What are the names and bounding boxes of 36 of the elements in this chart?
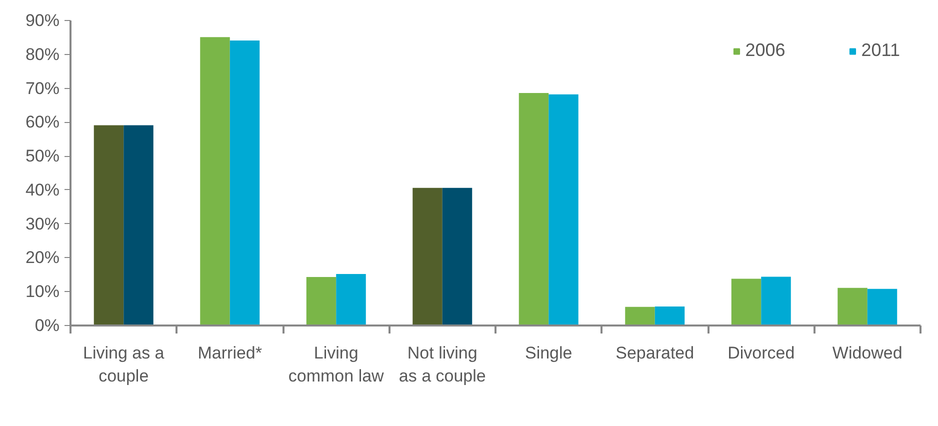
x-tick-label: Not living as a couple bbox=[398, 344, 486, 386]
y-tick-label: 10% bbox=[25, 282, 60, 302]
bar bbox=[412, 188, 442, 326]
y-tick-label: 50% bbox=[25, 146, 60, 166]
bar bbox=[518, 93, 549, 326]
x-tick-label: Separated bbox=[616, 344, 694, 362]
bar bbox=[124, 125, 154, 326]
bar bbox=[838, 288, 868, 326]
bar bbox=[336, 274, 366, 326]
x-tick-label: Single bbox=[524, 344, 572, 362]
y-tick-label: 70% bbox=[25, 78, 60, 98]
bar bbox=[867, 288, 898, 326]
bar bbox=[306, 277, 336, 326]
bar bbox=[442, 188, 472, 326]
bar bbox=[654, 306, 685, 326]
y-tick-label: 30% bbox=[25, 214, 60, 234]
legend-label: 2006 bbox=[745, 40, 786, 61]
bar bbox=[625, 306, 655, 326]
y-tick-label: 0% bbox=[34, 316, 60, 335]
bar bbox=[94, 125, 124, 326]
bar bbox=[200, 37, 230, 326]
y-tick-label: 80% bbox=[25, 44, 60, 64]
y-tick-label: 20% bbox=[25, 248, 60, 268]
x-tick-label: Living common law bbox=[288, 344, 385, 386]
bar bbox=[230, 40, 260, 326]
bar bbox=[761, 276, 791, 326]
bar bbox=[731, 278, 762, 326]
x-tick-label: Married* bbox=[198, 344, 262, 362]
y-tick-label: 40% bbox=[25, 180, 60, 200]
bar bbox=[548, 94, 578, 326]
y-tick-label: 90% bbox=[25, 11, 60, 30]
x-tick-label: Widowed bbox=[832, 344, 902, 362]
y-tick-label: 60% bbox=[25, 112, 60, 132]
x-tick-label: Living as a couple bbox=[82, 344, 165, 386]
x-tick-label: Divorced bbox=[728, 344, 795, 362]
legend-label: 2011 bbox=[861, 40, 900, 61]
